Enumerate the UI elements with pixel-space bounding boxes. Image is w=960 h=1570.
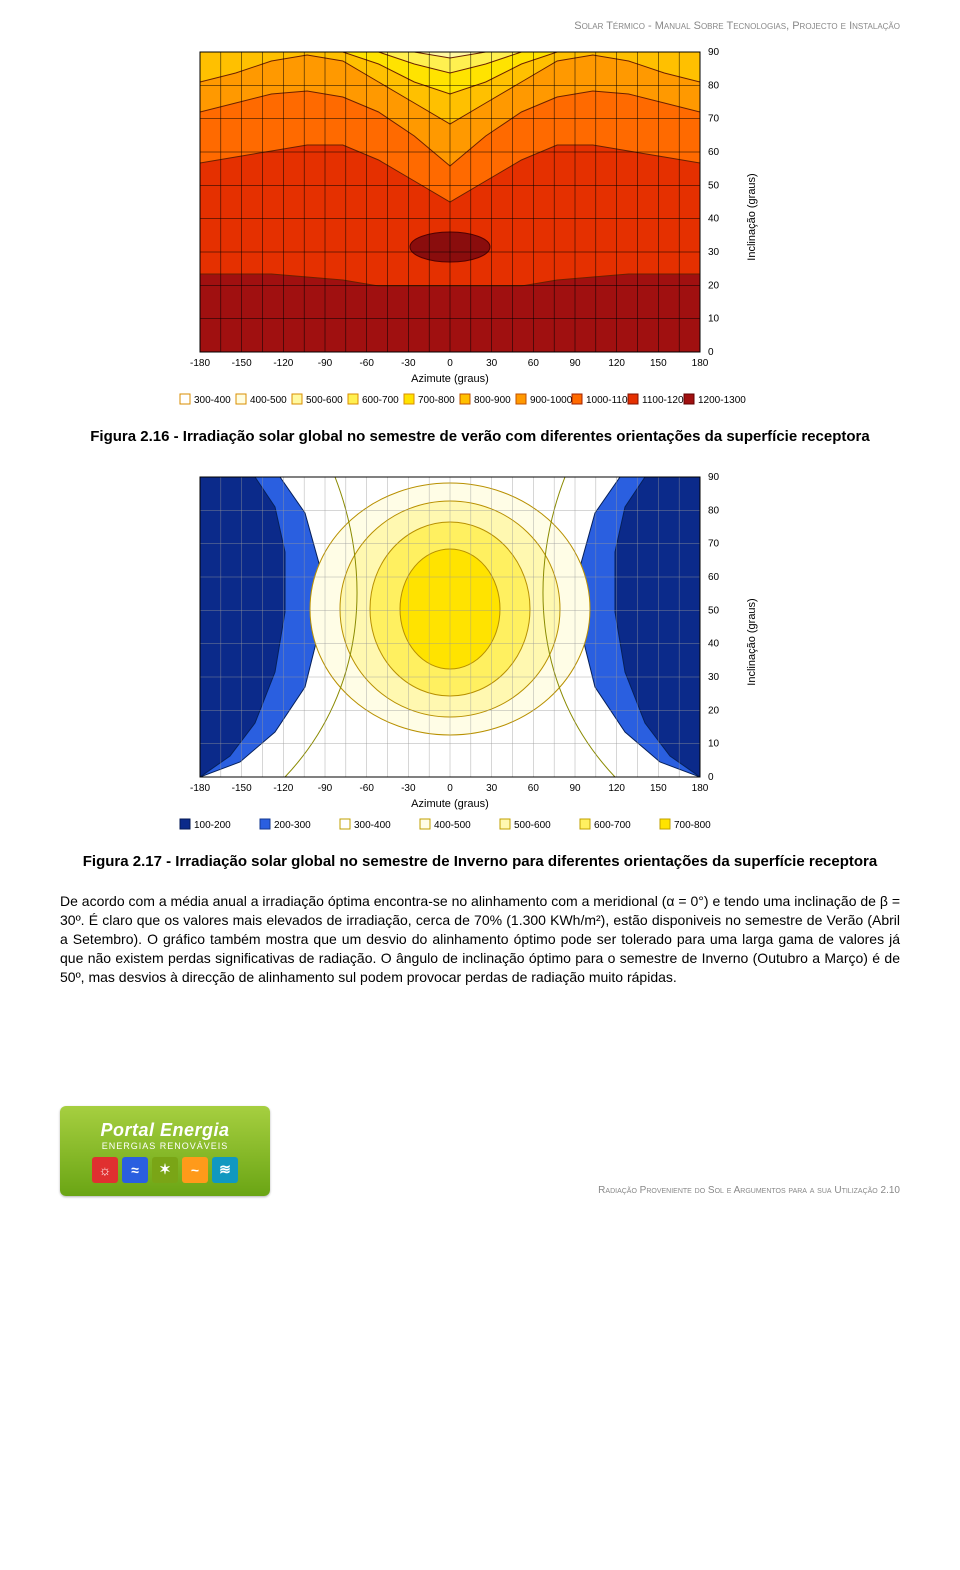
svg-text:60: 60 <box>528 358 540 369</box>
svg-text:180: 180 <box>692 783 709 794</box>
svg-text:10: 10 <box>708 314 720 325</box>
svg-text:-180: -180 <box>190 783 210 794</box>
svg-text:0: 0 <box>447 783 453 794</box>
chart1: -180-150-120-90-60-300306090120150180010… <box>60 42 900 422</box>
svg-text:150: 150 <box>650 783 667 794</box>
svg-text:30: 30 <box>486 358 498 369</box>
logo-icon: ✶ <box>152 1157 178 1183</box>
svg-text:-90: -90 <box>318 783 333 794</box>
svg-text:50: 50 <box>708 180 720 191</box>
svg-text:Azimute (graus): Azimute (graus) <box>411 373 489 385</box>
svg-text:Azimute (graus): Azimute (graus) <box>411 798 489 810</box>
svg-text:400-500: 400-500 <box>250 395 287 406</box>
svg-text:70: 70 <box>708 539 720 550</box>
svg-text:200-300: 200-300 <box>274 820 311 831</box>
svg-text:90: 90 <box>569 783 581 794</box>
svg-text:-60: -60 <box>359 783 374 794</box>
svg-text:600-700: 600-700 <box>594 820 631 831</box>
svg-text:100-200: 100-200 <box>194 820 231 831</box>
svg-text:600-700: 600-700 <box>362 395 399 406</box>
svg-text:300-400: 300-400 <box>194 395 231 406</box>
svg-text:-30: -30 <box>401 358 416 369</box>
svg-text:-90: -90 <box>318 358 333 369</box>
logo-sub: ENERGIAS RENOVÁVEIS <box>102 1141 229 1151</box>
logo-title: Portal Energia <box>100 1120 229 1141</box>
svg-text:1000-1100: 1000-1100 <box>586 395 634 406</box>
logo-icon: ≈ <box>122 1157 148 1183</box>
footer-text: Radiação Proveniente do Sol e Argumentos… <box>598 1185 900 1196</box>
svg-text:20: 20 <box>708 705 720 716</box>
svg-text:1200-1300: 1200-1300 <box>698 395 746 406</box>
caption-2: Figura 2.17 - Irradiação solar global no… <box>60 853 900 870</box>
svg-text:0: 0 <box>447 358 453 369</box>
svg-text:400-500: 400-500 <box>434 820 471 831</box>
svg-text:150: 150 <box>650 358 667 369</box>
logo-icon: ~ <box>182 1157 208 1183</box>
svg-text:80: 80 <box>708 80 720 91</box>
body-text: De acordo com a média anual a irradiação… <box>60 892 900 986</box>
svg-text:900-1000: 900-1000 <box>530 395 573 406</box>
svg-text:1100-1200: 1100-1200 <box>642 395 690 406</box>
svg-text:700-800: 700-800 <box>674 820 711 831</box>
svg-text:60: 60 <box>708 572 720 583</box>
footer-logo: Portal Energia ENERGIAS RENOVÁVEIS ☼≈✶~≋ <box>60 1106 270 1196</box>
svg-text:90: 90 <box>569 358 581 369</box>
page-header: Solar Térmico - Manual Sobre Tecnologias… <box>60 20 900 32</box>
svg-text:-120: -120 <box>273 358 293 369</box>
logo-icon: ≋ <box>212 1157 238 1183</box>
svg-text:-150: -150 <box>232 783 252 794</box>
svg-text:20: 20 <box>708 280 720 291</box>
svg-text:90: 90 <box>708 472 720 483</box>
svg-text:30: 30 <box>708 672 720 683</box>
svg-text:800-900: 800-900 <box>474 395 511 406</box>
svg-text:-150: -150 <box>232 358 252 369</box>
svg-text:-180: -180 <box>190 358 210 369</box>
svg-text:0: 0 <box>708 772 714 783</box>
svg-text:120: 120 <box>608 358 625 369</box>
svg-text:Inclinação (graus): Inclinação (graus) <box>746 598 758 685</box>
svg-text:70: 70 <box>708 114 720 125</box>
svg-text:Inclinação (graus): Inclinação (graus) <box>746 173 758 260</box>
svg-text:40: 40 <box>708 639 720 650</box>
svg-text:120: 120 <box>608 783 625 794</box>
chart2: -180-150-120-90-60-300306090120150180010… <box>60 467 900 847</box>
svg-text:700-800: 700-800 <box>418 395 455 406</box>
svg-text:80: 80 <box>708 505 720 516</box>
svg-text:0: 0 <box>708 347 714 358</box>
svg-text:30: 30 <box>708 247 720 258</box>
svg-text:300-400: 300-400 <box>354 820 391 831</box>
svg-text:-120: -120 <box>273 783 293 794</box>
svg-text:-60: -60 <box>359 358 374 369</box>
svg-text:30: 30 <box>486 783 498 794</box>
svg-text:60: 60 <box>708 147 720 158</box>
caption-1: Figura 2.16 - Irradiação solar global no… <box>60 428 900 445</box>
logo-icon: ☼ <box>92 1157 118 1183</box>
svg-text:500-600: 500-600 <box>514 820 551 831</box>
svg-text:40: 40 <box>708 214 720 225</box>
svg-text:10: 10 <box>708 739 720 750</box>
svg-text:-30: -30 <box>401 783 416 794</box>
svg-text:500-600: 500-600 <box>306 395 343 406</box>
svg-text:50: 50 <box>708 605 720 616</box>
svg-text:90: 90 <box>708 47 720 58</box>
svg-text:60: 60 <box>528 783 540 794</box>
svg-text:180: 180 <box>692 358 709 369</box>
